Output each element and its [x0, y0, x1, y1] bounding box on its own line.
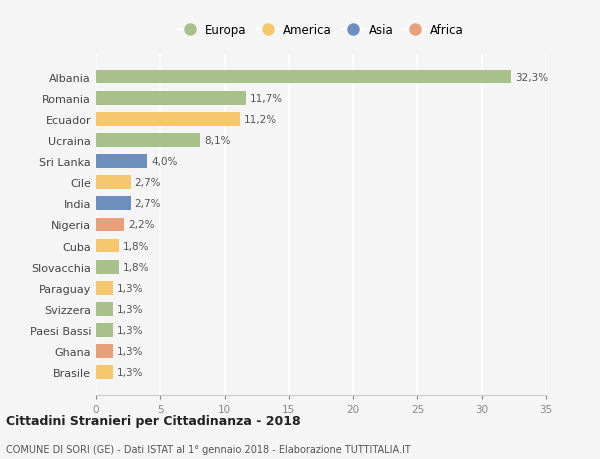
Text: Cittadini Stranieri per Cittadinanza - 2018: Cittadini Stranieri per Cittadinanza - 2… — [6, 414, 301, 428]
Text: 1,8%: 1,8% — [123, 262, 149, 272]
Bar — [96, 176, 131, 190]
Bar — [96, 134, 200, 147]
Text: 11,7%: 11,7% — [250, 94, 283, 103]
Text: 1,3%: 1,3% — [116, 283, 143, 293]
Text: 2,7%: 2,7% — [134, 178, 161, 188]
Bar — [96, 155, 148, 168]
Bar — [96, 324, 113, 337]
Bar — [96, 197, 131, 211]
Text: 2,2%: 2,2% — [128, 220, 155, 230]
Bar — [96, 366, 113, 379]
Text: 11,2%: 11,2% — [244, 115, 277, 124]
Text: 2,7%: 2,7% — [134, 199, 161, 209]
Text: 1,3%: 1,3% — [116, 368, 143, 377]
Bar — [96, 345, 113, 358]
Bar — [96, 92, 247, 105]
Text: 8,1%: 8,1% — [204, 135, 230, 146]
Text: 4,0%: 4,0% — [151, 157, 178, 167]
Bar — [96, 218, 124, 232]
Bar — [96, 260, 119, 274]
Text: 1,3%: 1,3% — [116, 347, 143, 356]
Legend: Europa, America, Asia, Africa: Europa, America, Asia, Africa — [175, 20, 467, 40]
Text: 1,3%: 1,3% — [116, 325, 143, 335]
Text: 32,3%: 32,3% — [515, 73, 548, 82]
Bar — [96, 239, 119, 253]
Bar — [96, 71, 511, 84]
Bar — [96, 112, 240, 126]
Text: 1,8%: 1,8% — [123, 241, 149, 251]
Text: 1,3%: 1,3% — [116, 304, 143, 314]
Bar — [96, 302, 113, 316]
Bar — [96, 281, 113, 295]
Text: COMUNE DI SORI (GE) - Dati ISTAT al 1° gennaio 2018 - Elaborazione TUTTITALIA.IT: COMUNE DI SORI (GE) - Dati ISTAT al 1° g… — [6, 444, 411, 454]
